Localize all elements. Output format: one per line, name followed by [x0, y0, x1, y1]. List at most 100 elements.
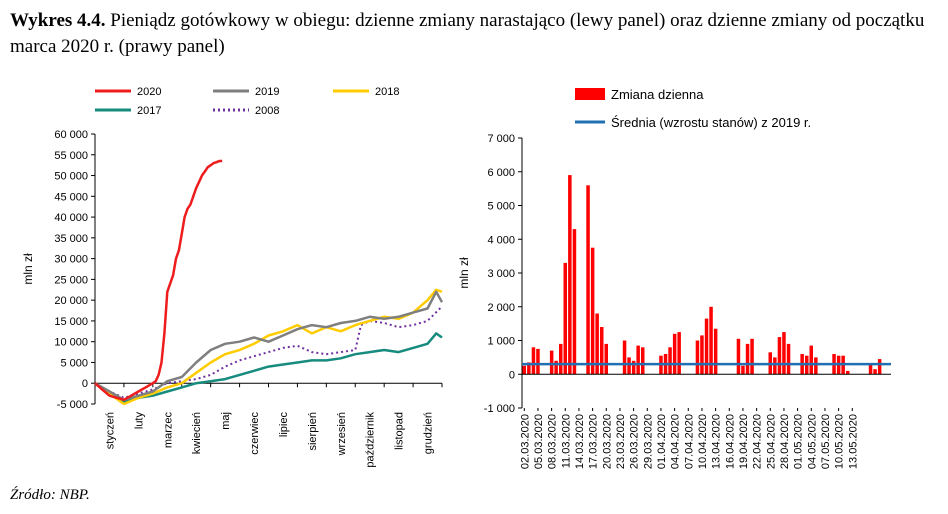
legend-label-2017: 2017 — [137, 105, 161, 117]
bar-daily-change — [868, 364, 873, 375]
x-tick-label: 13.05.2020 — [847, 414, 859, 469]
y-tick-label: 50 000 — [54, 171, 88, 183]
legend-label-2008: 2008 — [255, 105, 279, 117]
bar-daily-change — [595, 313, 599, 375]
bar-daily-change — [782, 332, 786, 375]
legend-label-daily-change: Zmiana dzienna — [611, 87, 704, 102]
y-tick-label: 55 000 — [54, 150, 88, 162]
bar-daily-change — [572, 229, 577, 375]
left-panel-chart: 2020 2019 2018 2017 2008 -5 000 0 5 000 10 000 15… — [21, 86, 444, 468]
bar-daily-change — [814, 357, 818, 375]
bar-daily-change — [873, 369, 877, 375]
y-axis-label: mln zł — [457, 257, 471, 289]
y-tick-label: 45 000 — [54, 191, 88, 203]
x-tick-label: 02.03.2020 — [519, 414, 531, 469]
y-tick-label: 7 000 — [487, 133, 515, 145]
right-panel-chart: Zmiana dzienna Średnia (wzrostu stanów) z… — [457, 87, 891, 469]
bar-daily-change — [522, 365, 526, 375]
x-tick-label: luty — [133, 412, 145, 430]
bar-daily-change — [590, 247, 595, 375]
y-tick-label: 30 000 — [54, 254, 88, 266]
bar-daily-change — [773, 357, 777, 375]
x-tick-label: 11.03.2020 — [560, 414, 572, 468]
x-tick-label: 05.03.2020 — [533, 414, 545, 469]
x-tick-label: 04.05.2020 — [806, 414, 818, 469]
x-tick-label: październik — [365, 412, 377, 468]
bar-daily-change — [531, 347, 536, 375]
bar-daily-change — [809, 345, 813, 375]
figure-caption: Wykres 4.4. Pieniądz gotówkowy w obiegu:… — [10, 8, 938, 60]
series-line-2020 — [94, 159, 223, 402]
bar-daily-change — [559, 343, 563, 375]
y-tick-label: -5 000 — [57, 399, 88, 411]
x-tick-label: czerwiec — [249, 412, 261, 455]
x-tick-label: maj — [220, 412, 232, 430]
x-tick-label: 08.03.2020 — [547, 414, 559, 469]
source-note: Źródło: NBP. — [10, 487, 90, 503]
x-tick-label: kwiecień — [191, 412, 203, 454]
x-tick-label: 22.04.2020 — [752, 414, 764, 469]
x-tick-label: 25.04.2020 — [765, 414, 777, 469]
y-tick-label: -1 000 — [484, 403, 515, 415]
bar-daily-change — [549, 350, 554, 375]
x-tick-label: wrzesień — [336, 412, 348, 456]
legend-label-average: Średnia (wzrostu stanów) z 2019 r. — [611, 115, 811, 130]
x-tick-label: 07.04.2020 — [683, 414, 695, 469]
bar-daily-change — [704, 318, 709, 375]
x-tick-label: 19.04.2020 — [738, 414, 750, 469]
bar-daily-change — [636, 345, 640, 375]
y-tick-label: 6 000 — [487, 167, 515, 179]
x-tick-label: lipiec — [278, 412, 290, 438]
x-tick-label: 07.05.2020 — [820, 414, 832, 469]
y-axis-label: mln zł — [21, 253, 35, 285]
y-tick-label: 4 000 — [487, 234, 515, 246]
x-tick-label: 26.03.2020 — [629, 414, 641, 469]
bar-daily-change — [536, 348, 540, 375]
bar-daily-change — [750, 338, 754, 375]
x-tick-label: 16.04.2020 — [724, 414, 736, 469]
bar-daily-change — [627, 357, 631, 375]
x-tick-label: 23.03.2020 — [615, 414, 627, 469]
y-tick-label: 60 000 — [54, 129, 88, 141]
bar-daily-change — [600, 327, 604, 375]
x-tick-label: 14.03.2020 — [574, 414, 586, 469]
bar-daily-change — [700, 335, 704, 375]
x-tick-label: styczeń — [104, 412, 116, 449]
bar-daily-change — [695, 340, 700, 375]
x-tick-label: 13.04.2020 — [711, 414, 723, 469]
bar-daily-change — [631, 360, 636, 375]
bar-daily-change — [846, 370, 850, 375]
figure-label: Wykres 4.4. — [10, 10, 106, 31]
x-tick-label: grudzień — [423, 412, 435, 454]
y-tick-label: 3 000 — [487, 268, 515, 280]
bar-daily-change — [786, 343, 791, 375]
bar-daily-change — [741, 365, 745, 375]
bar-daily-change — [622, 340, 627, 375]
y-tick-label: 40 000 — [54, 212, 88, 224]
x-tick-label: 01.04.2020 — [656, 414, 668, 469]
series-line-2019 — [94, 290, 444, 402]
y-tick-label: 1 000 — [487, 336, 515, 348]
bar-daily-change — [568, 175, 572, 375]
y-tick-label: 35 000 — [54, 233, 88, 245]
y-tick-label: 5 000 — [487, 201, 515, 213]
x-tick-label: 10.04.2020 — [697, 414, 709, 469]
bar-daily-change — [563, 262, 567, 375]
bar-daily-change — [554, 360, 558, 375]
bar-daily-change — [677, 332, 681, 375]
bar-daily-change — [736, 338, 741, 375]
bar-daily-change — [672, 333, 677, 375]
bar-daily-change — [604, 343, 608, 375]
y-tick-label: 5 000 — [60, 357, 88, 369]
x-tick-label: 17.03.2020 — [588, 414, 600, 469]
y-tick-label: 0 — [82, 378, 88, 390]
x-tick-label: 20.03.2020 — [601, 414, 613, 469]
bar-daily-change — [713, 328, 718, 375]
y-tick-label: 15 000 — [54, 316, 88, 328]
y-tick-label: 25 000 — [54, 274, 88, 286]
x-tick-label: sierpień — [307, 412, 319, 451]
bar-daily-change — [709, 306, 713, 375]
x-tick-label: 01.05.2020 — [793, 414, 805, 469]
y-tick-label: 2 000 — [487, 302, 515, 314]
legend-label-2020: 2020 — [137, 86, 161, 98]
